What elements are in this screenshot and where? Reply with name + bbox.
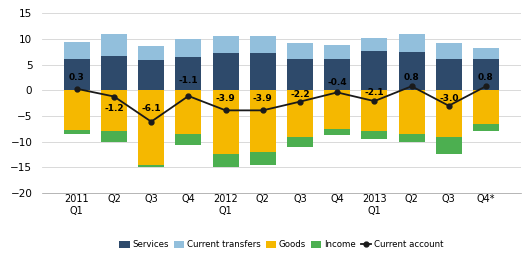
- Line: Current account: Current account: [74, 84, 489, 124]
- Text: 0.3: 0.3: [69, 73, 85, 82]
- Current account: [185, 94, 191, 98]
- Text: -1.1: -1.1: [179, 76, 198, 85]
- Bar: [213, 36, 239, 53]
- Bar: [324, 45, 350, 58]
- Text: -2.2: -2.2: [290, 90, 310, 99]
- Text: -3.9: -3.9: [253, 94, 272, 103]
- Text: -1.2: -1.2: [104, 104, 124, 113]
- Bar: [101, 90, 127, 131]
- Bar: [361, 38, 388, 51]
- Bar: [436, 136, 462, 154]
- Bar: [138, 90, 164, 165]
- Bar: [399, 34, 424, 52]
- Bar: [287, 90, 313, 136]
- Bar: [175, 134, 201, 145]
- Bar: [175, 57, 201, 90]
- Bar: [138, 165, 164, 167]
- Current account: [74, 87, 80, 90]
- Current account: [408, 85, 414, 88]
- Bar: [64, 42, 90, 58]
- Bar: [64, 130, 90, 135]
- Current account: [334, 91, 340, 94]
- Bar: [324, 58, 350, 90]
- Bar: [287, 136, 313, 147]
- Text: -3.0: -3.0: [439, 94, 459, 103]
- Bar: [361, 90, 388, 131]
- Bar: [436, 43, 462, 58]
- Text: -2.1: -2.1: [365, 88, 384, 98]
- Bar: [324, 90, 350, 129]
- Bar: [399, 52, 424, 90]
- Bar: [175, 39, 201, 57]
- Bar: [399, 134, 424, 142]
- Bar: [287, 58, 313, 90]
- Bar: [473, 58, 499, 90]
- Current account: [446, 104, 452, 107]
- Bar: [287, 43, 313, 58]
- Bar: [250, 90, 276, 152]
- Bar: [436, 58, 462, 90]
- Bar: [64, 58, 90, 90]
- Bar: [64, 90, 90, 130]
- Current account: [371, 99, 378, 103]
- Bar: [250, 36, 276, 53]
- Text: 0.8: 0.8: [478, 73, 494, 82]
- Text: 0.8: 0.8: [404, 73, 419, 82]
- Bar: [324, 129, 350, 135]
- Bar: [399, 90, 424, 134]
- Bar: [175, 90, 201, 134]
- Current account: [483, 85, 489, 88]
- Bar: [101, 34, 127, 57]
- Current account: [260, 109, 266, 112]
- Bar: [436, 90, 462, 136]
- Bar: [213, 154, 239, 167]
- Text: -0.4: -0.4: [327, 78, 347, 87]
- Bar: [250, 152, 276, 165]
- Bar: [473, 124, 499, 131]
- Bar: [361, 131, 388, 139]
- Bar: [213, 53, 239, 90]
- Bar: [101, 131, 127, 142]
- Bar: [473, 90, 499, 124]
- Text: -6.1: -6.1: [141, 104, 161, 113]
- Bar: [213, 90, 239, 154]
- Bar: [250, 53, 276, 90]
- Bar: [138, 46, 164, 59]
- Bar: [361, 51, 388, 90]
- Bar: [101, 57, 127, 90]
- Current account: [297, 100, 303, 103]
- Bar: [473, 48, 499, 58]
- Legend: Services, Current transfers, Goods, Income, Current account: Services, Current transfers, Goods, Inco…: [116, 237, 447, 253]
- Bar: [138, 59, 164, 90]
- Current account: [148, 120, 155, 123]
- Current account: [222, 109, 229, 112]
- Current account: [111, 95, 117, 98]
- Text: -3.9: -3.9: [216, 94, 236, 103]
